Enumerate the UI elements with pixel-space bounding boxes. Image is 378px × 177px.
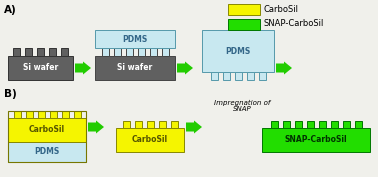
Bar xyxy=(330,121,338,128)
Bar xyxy=(8,111,86,162)
Text: PDMS: PDMS xyxy=(34,147,60,156)
Bar xyxy=(161,48,169,56)
Bar xyxy=(158,121,166,128)
Text: CarboSil: CarboSil xyxy=(132,136,168,144)
Bar xyxy=(262,128,370,152)
Bar xyxy=(8,56,73,80)
FancyArrow shape xyxy=(75,61,91,75)
Bar xyxy=(50,111,56,118)
Bar xyxy=(211,72,217,80)
Bar xyxy=(49,48,56,56)
Bar xyxy=(113,48,121,56)
Bar xyxy=(73,111,81,118)
Bar xyxy=(8,142,86,162)
Text: Si wafer: Si wafer xyxy=(23,64,58,73)
Bar xyxy=(294,121,302,128)
Bar xyxy=(147,121,153,128)
Bar xyxy=(95,30,175,48)
FancyArrow shape xyxy=(276,61,292,75)
Bar xyxy=(62,111,68,118)
Bar xyxy=(102,48,108,56)
FancyArrow shape xyxy=(88,121,104,133)
Text: CarboSil: CarboSil xyxy=(29,125,65,135)
Bar xyxy=(223,72,229,80)
Bar xyxy=(355,121,361,128)
Bar xyxy=(307,121,313,128)
Text: B): B) xyxy=(4,89,17,99)
Bar xyxy=(246,72,254,80)
Bar xyxy=(125,48,133,56)
Text: SNAP-CarboSil: SNAP-CarboSil xyxy=(285,136,347,144)
Bar xyxy=(259,72,265,80)
Text: SNAP: SNAP xyxy=(232,106,251,112)
Bar xyxy=(14,111,20,118)
Bar xyxy=(37,48,44,56)
Bar xyxy=(13,48,20,56)
Bar xyxy=(271,121,277,128)
Text: Si wafer: Si wafer xyxy=(118,64,153,73)
Bar xyxy=(61,48,68,56)
Bar xyxy=(138,48,144,56)
Bar xyxy=(8,118,86,142)
FancyArrow shape xyxy=(186,121,202,133)
Text: CarboSil: CarboSil xyxy=(264,4,299,13)
Bar xyxy=(282,121,290,128)
Text: SNAP-CarboSil: SNAP-CarboSil xyxy=(264,19,324,28)
Bar xyxy=(122,121,130,128)
Bar xyxy=(95,56,175,80)
Bar xyxy=(116,128,184,152)
Bar xyxy=(228,19,260,30)
Bar xyxy=(342,121,350,128)
Text: PDMS: PDMS xyxy=(225,47,251,56)
FancyArrow shape xyxy=(177,61,193,75)
Bar xyxy=(319,121,325,128)
Bar xyxy=(170,121,178,128)
Bar xyxy=(228,4,260,15)
Bar xyxy=(37,111,45,118)
Bar xyxy=(25,111,33,118)
Text: Impregnation of: Impregnation of xyxy=(214,100,270,106)
Bar xyxy=(135,121,141,128)
Text: A): A) xyxy=(4,5,17,15)
Bar xyxy=(234,72,242,80)
Bar xyxy=(150,48,156,56)
Bar xyxy=(25,48,32,56)
Bar xyxy=(202,30,274,72)
Text: PDMS: PDMS xyxy=(122,35,148,44)
